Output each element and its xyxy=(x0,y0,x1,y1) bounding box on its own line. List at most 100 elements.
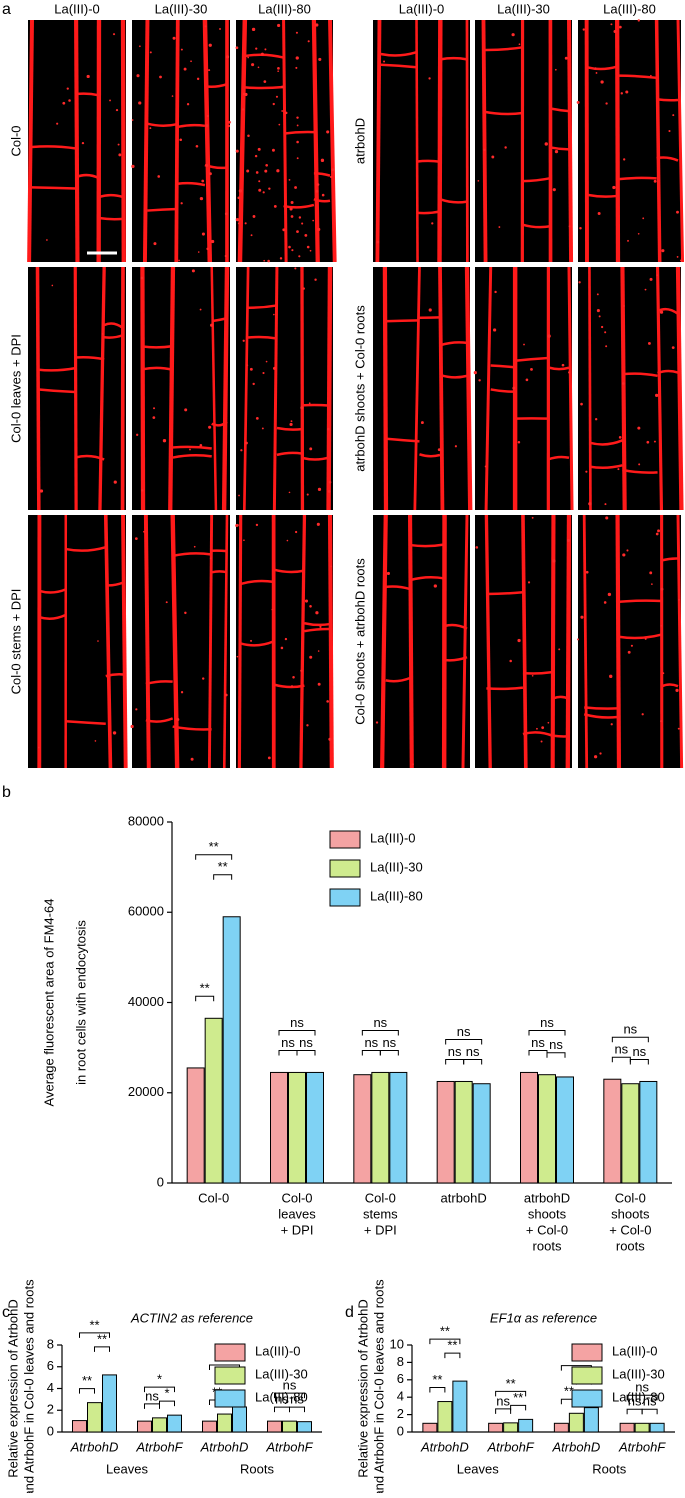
vesicle xyxy=(184,68,187,71)
vesicle xyxy=(661,588,664,591)
vesicle xyxy=(383,60,385,62)
bar xyxy=(268,1421,282,1432)
group-label: Roots xyxy=(592,1461,626,1476)
vesicle xyxy=(289,179,291,181)
vesicle xyxy=(189,449,191,451)
cell-wall xyxy=(248,337,277,338)
vesicle xyxy=(619,436,622,439)
x-tick-label: roots xyxy=(616,1238,645,1253)
vesicle xyxy=(62,102,65,105)
vesicle xyxy=(493,328,496,331)
bar xyxy=(88,1403,102,1432)
bar xyxy=(620,1423,634,1432)
vesicle xyxy=(210,557,212,559)
y-tick-label: 6 xyxy=(47,1358,54,1373)
cell-wall xyxy=(589,267,590,510)
vesicle xyxy=(625,90,628,93)
significance-label: ns xyxy=(466,1044,480,1059)
vesicle xyxy=(237,656,239,658)
legend-label: La(III)-80 xyxy=(612,1389,665,1404)
vesicle xyxy=(239,189,242,192)
vesicle xyxy=(304,234,307,237)
vesicle xyxy=(326,700,329,703)
bar xyxy=(635,1423,649,1432)
vesicle xyxy=(95,740,97,742)
y-axis-label: and AtrbohF in Col-0 leaves and roots xyxy=(21,1279,36,1493)
micrograph xyxy=(132,267,230,510)
vesicle xyxy=(40,489,43,492)
vesicle xyxy=(67,88,69,90)
vesicle xyxy=(268,187,270,189)
x-tick-label: AtrbohD xyxy=(552,1439,601,1454)
vesicle xyxy=(278,124,280,126)
vesicle xyxy=(242,108,244,110)
bar xyxy=(539,1075,556,1183)
vesicle xyxy=(139,45,141,47)
vesicle xyxy=(250,640,252,642)
vesicle xyxy=(660,720,662,722)
vesicle xyxy=(261,53,264,56)
micrograph xyxy=(235,515,333,768)
vesicle xyxy=(305,599,308,602)
vesicle xyxy=(637,427,640,430)
significance-bracket xyxy=(160,1401,175,1406)
cell-wall xyxy=(617,178,656,179)
vesicle xyxy=(438,448,441,451)
cell-wall xyxy=(523,672,554,673)
bar xyxy=(455,1081,472,1183)
vesicle xyxy=(296,32,298,34)
vesicle xyxy=(654,180,657,183)
significance-label: ns xyxy=(364,1035,378,1050)
y-tick-label: 0 xyxy=(47,1423,54,1438)
cell-wall xyxy=(618,515,619,768)
vesicle xyxy=(243,93,246,96)
vesicle xyxy=(152,416,155,419)
x-tick-label: stems xyxy=(363,1206,398,1221)
legend-label: La(III)-30 xyxy=(612,1366,665,1381)
significance-bracket xyxy=(380,1050,398,1055)
micrograph xyxy=(577,515,682,768)
vesicle xyxy=(247,135,250,138)
vesicle xyxy=(181,691,183,693)
cell-wall xyxy=(239,515,240,768)
row-label: atrbohD xyxy=(352,118,367,164)
significance-label: ** xyxy=(200,981,210,996)
vesicle xyxy=(252,28,255,31)
vesicle xyxy=(131,725,134,728)
x-tick-label: AtrbohD xyxy=(200,1439,249,1454)
vesicle xyxy=(567,539,570,542)
vesicle xyxy=(251,234,253,236)
cell-wall xyxy=(142,346,173,347)
legend-swatch xyxy=(215,1344,245,1361)
vesicle xyxy=(178,260,180,262)
significance-bracket xyxy=(279,1050,297,1055)
vesicle xyxy=(588,502,591,505)
column-label: La(III)-0 xyxy=(54,1,100,16)
vesicle xyxy=(605,516,608,519)
vesicle xyxy=(309,447,312,450)
cell-wall xyxy=(170,267,173,510)
vesicle xyxy=(281,86,284,89)
vesicle xyxy=(238,223,240,225)
vesicle xyxy=(512,33,515,36)
y-tick-label: 2 xyxy=(47,1402,54,1417)
bar xyxy=(73,1421,87,1432)
vesicle xyxy=(498,226,500,228)
legend-swatch xyxy=(215,1390,245,1407)
legend-swatch xyxy=(330,831,360,848)
vesicle xyxy=(307,246,310,249)
significance-bracket xyxy=(511,1405,526,1410)
vesicle xyxy=(173,37,176,40)
bar xyxy=(103,1375,117,1432)
significance-bracket xyxy=(362,1050,380,1055)
vesicle xyxy=(610,23,612,25)
vesicle xyxy=(604,331,606,333)
vesicle xyxy=(642,713,644,715)
vesicle xyxy=(580,403,583,406)
vesicle xyxy=(114,480,117,483)
vesicle xyxy=(38,747,40,749)
vesicle xyxy=(597,309,600,312)
micrograph-bg xyxy=(578,20,681,262)
vesicle xyxy=(236,46,239,49)
